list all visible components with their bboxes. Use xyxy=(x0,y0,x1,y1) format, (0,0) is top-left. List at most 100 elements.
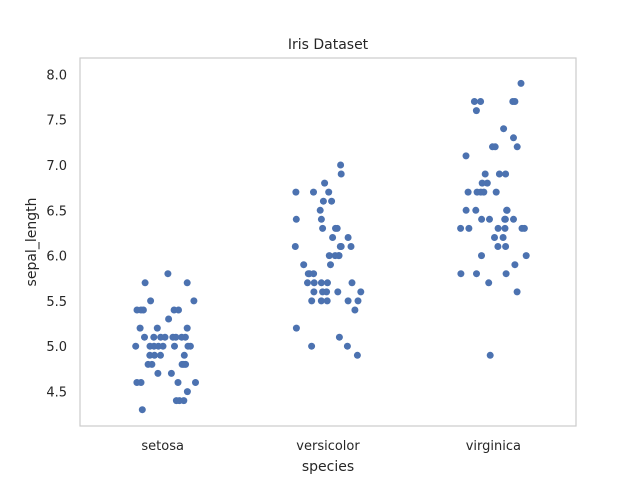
data-point xyxy=(494,224,502,232)
data-point xyxy=(500,125,508,133)
data-point xyxy=(335,333,343,341)
data-point xyxy=(175,306,182,314)
data-point xyxy=(292,324,300,332)
data-point xyxy=(150,333,158,341)
data-point xyxy=(328,197,336,205)
data-point xyxy=(470,98,478,105)
data-point xyxy=(317,215,325,223)
data-point xyxy=(478,215,486,223)
data-point xyxy=(180,351,188,359)
data-point xyxy=(304,279,311,287)
data-point xyxy=(144,360,152,368)
data-point xyxy=(491,234,498,241)
data-point xyxy=(337,170,345,178)
data-point xyxy=(183,324,191,332)
data-point xyxy=(133,379,141,386)
data-point xyxy=(481,170,489,178)
x-axis-label: species xyxy=(302,459,354,475)
data-point xyxy=(329,234,337,241)
data-point xyxy=(321,179,329,187)
data-point xyxy=(522,252,530,260)
data-point xyxy=(492,188,500,196)
data-point xyxy=(183,279,191,287)
y-tick-label: 6.0 xyxy=(46,250,67,265)
y-axis: 4.5 5.0 5.5 6.0 6.5 7.0 7.5 8.0 xyxy=(46,68,67,400)
data-point xyxy=(327,261,334,269)
data-point xyxy=(489,143,496,151)
data-points xyxy=(132,79,530,414)
data-point xyxy=(486,215,493,223)
data-point xyxy=(462,152,470,160)
data-point xyxy=(478,252,485,260)
data-point xyxy=(477,98,485,105)
data-point xyxy=(182,360,190,368)
chart-title: Iris Dataset xyxy=(288,37,369,53)
data-point xyxy=(161,333,169,341)
data-point xyxy=(347,243,355,250)
data-point xyxy=(146,342,154,350)
data-point xyxy=(344,297,352,305)
data-point xyxy=(167,369,175,377)
y-tick-label: 5.5 xyxy=(46,295,67,310)
data-point xyxy=(317,279,325,287)
data-point xyxy=(501,224,509,232)
x-tick-label-versicolor: versicolor xyxy=(296,439,360,454)
data-point xyxy=(502,170,510,178)
data-point xyxy=(510,215,517,223)
data-point xyxy=(502,270,510,278)
y-tick-label: 4.5 xyxy=(46,386,67,401)
series-virginica xyxy=(457,79,530,359)
data-point xyxy=(172,333,180,341)
data-point xyxy=(486,351,494,359)
data-point xyxy=(501,215,509,223)
data-point xyxy=(323,297,331,305)
data-point xyxy=(132,342,140,350)
data-point xyxy=(151,351,158,359)
data-point xyxy=(319,224,327,232)
data-point xyxy=(464,188,472,196)
data-point xyxy=(503,206,511,214)
data-point xyxy=(310,279,318,287)
y-tick-label: 6.5 xyxy=(46,204,67,219)
data-point xyxy=(457,270,465,278)
x-tick-label-setosa: setosa xyxy=(141,439,184,454)
data-point xyxy=(147,297,155,305)
y-tick-label: 5.0 xyxy=(46,340,67,355)
data-point xyxy=(304,270,312,278)
data-point xyxy=(510,134,517,142)
data-point xyxy=(291,243,299,250)
data-point xyxy=(319,197,327,205)
data-point xyxy=(181,333,189,341)
data-point xyxy=(472,107,480,115)
data-point xyxy=(171,342,178,350)
data-point xyxy=(473,270,480,278)
data-point xyxy=(494,243,502,250)
data-point xyxy=(337,161,345,169)
data-point xyxy=(457,224,465,232)
data-point xyxy=(300,261,308,269)
data-point xyxy=(511,261,519,269)
data-point xyxy=(136,324,144,332)
data-point xyxy=(353,351,361,359)
data-point xyxy=(520,224,528,232)
data-point xyxy=(324,279,331,287)
data-point xyxy=(141,333,148,341)
data-point xyxy=(310,270,318,278)
data-point xyxy=(317,297,325,305)
data-point xyxy=(333,224,341,232)
data-point xyxy=(343,342,351,350)
data-point xyxy=(157,351,164,359)
data-point xyxy=(174,379,182,386)
data-point xyxy=(344,234,352,241)
data-point xyxy=(186,342,194,350)
data-point xyxy=(310,288,318,296)
data-point xyxy=(165,315,173,323)
data-point xyxy=(513,143,521,151)
data-point xyxy=(499,234,507,241)
plot-frame xyxy=(79,57,577,427)
data-point xyxy=(480,188,488,196)
data-point xyxy=(154,342,162,350)
data-point xyxy=(183,388,191,396)
data-point xyxy=(336,243,344,250)
